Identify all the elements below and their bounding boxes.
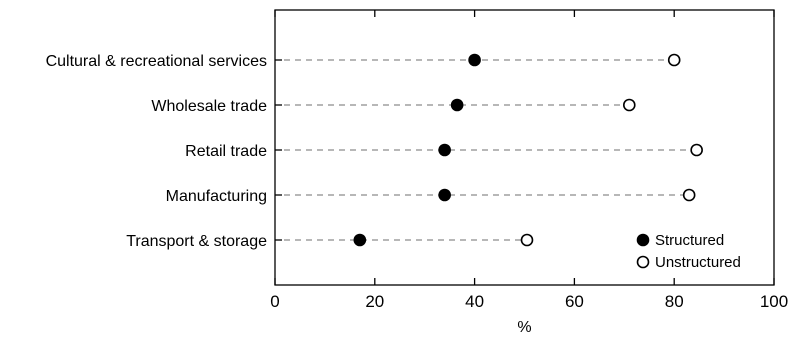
x-tick-label: 100 — [760, 292, 788, 311]
category-label: Cultural & recreational services — [46, 53, 267, 70]
legend-marker-structured — [636, 233, 650, 247]
x-tick-label: 80 — [665, 292, 684, 311]
legend-label: Unstructured — [655, 254, 741, 271]
x-tick-label: 20 — [365, 292, 384, 311]
point-structured — [353, 233, 367, 247]
point-unstructured — [682, 188, 696, 202]
point-structured — [438, 143, 451, 157]
point-unstructured — [520, 233, 534, 247]
x-axis-title: % — [517, 319, 531, 336]
legend-label: Structured — [655, 232, 724, 249]
point-unstructured — [667, 53, 681, 67]
plot-frame — [274, 9, 775, 286]
category-label: Manufacturing — [166, 188, 267, 205]
category-label: Retail trade — [185, 143, 267, 160]
x-tick-label: 40 — [465, 292, 484, 311]
category-label: Wholesale trade — [151, 98, 267, 115]
point-structured — [438, 188, 451, 202]
point-unstructured — [622, 98, 636, 112]
x-tick-label: 0 — [270, 292, 279, 311]
point-structured — [450, 98, 464, 112]
x-tick-label: 60 — [565, 292, 584, 311]
category-label: Transport & storage — [126, 233, 267, 250]
point-unstructured — [690, 143, 703, 157]
legend-marker-unstructured — [636, 255, 650, 269]
point-structured — [468, 53, 481, 67]
